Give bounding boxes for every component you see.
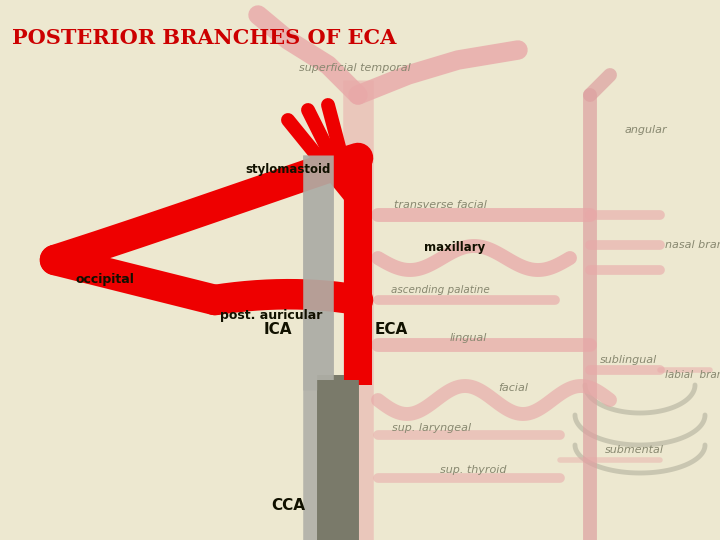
Text: sup. laryngeal: sup. laryngeal xyxy=(392,423,471,433)
Text: ECA: ECA xyxy=(375,322,408,338)
Text: post. auricular: post. auricular xyxy=(220,308,323,321)
Text: stylomastoid: stylomastoid xyxy=(245,164,330,177)
Text: sublingual: sublingual xyxy=(600,355,657,365)
Text: lingual: lingual xyxy=(450,333,487,343)
Text: ICA: ICA xyxy=(264,322,292,338)
Text: ascending palatine: ascending palatine xyxy=(391,285,490,295)
Text: occipital: occipital xyxy=(75,273,134,287)
Text: transverse facial: transverse facial xyxy=(394,200,487,210)
Text: CCA: CCA xyxy=(271,497,305,512)
Text: facial: facial xyxy=(498,383,528,393)
Text: submental: submental xyxy=(605,445,664,455)
Text: angular: angular xyxy=(625,125,667,135)
Text: maxillary: maxillary xyxy=(424,241,485,254)
Text: superficial temporal: superficial temporal xyxy=(299,63,411,73)
Text: labial  branches: labial branches xyxy=(665,370,720,380)
Text: nasal branches: nasal branches xyxy=(665,240,720,250)
Text: sup. thyroid: sup. thyroid xyxy=(440,465,506,475)
Text: POSTERIOR BRANCHES OF ECA: POSTERIOR BRANCHES OF ECA xyxy=(12,28,397,48)
